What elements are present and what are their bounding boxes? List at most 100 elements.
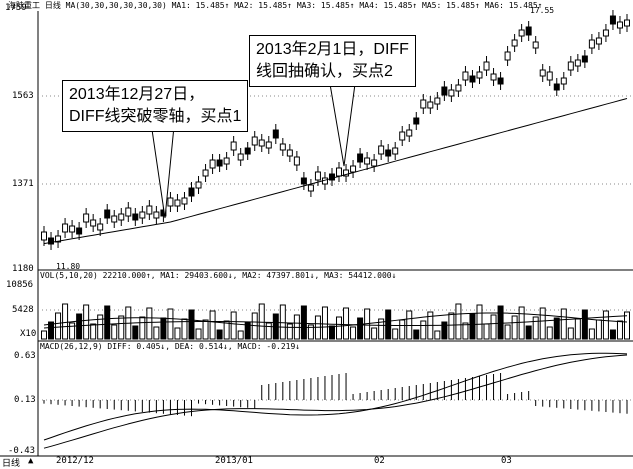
candle-body: [539, 69, 546, 77]
candle-body: [195, 181, 202, 189]
volume-bar: [300, 305, 307, 340]
candle-body: [427, 101, 434, 109]
price-tick-3: 1371: [12, 179, 34, 189]
candle-body: [216, 159, 223, 167]
candle-body: [230, 141, 237, 151]
volume-bar: [504, 324, 511, 340]
candle-body: [462, 71, 469, 81]
candle-body: [392, 147, 399, 155]
volume-bar: [41, 330, 47, 340]
candle-body: [300, 177, 307, 185]
callout-2-pointer: [329, 83, 356, 167]
volume-tick-3: X10: [20, 329, 37, 339]
candle-body: [174, 199, 181, 207]
candle-body: [469, 75, 476, 83]
candle-body: [244, 147, 251, 155]
volume-bar: [202, 319, 209, 340]
candle-body: [378, 145, 385, 155]
scroll-left-icon[interactable]: ▲: [28, 456, 34, 466]
candle-body: [132, 213, 139, 221]
volume-bar: [118, 315, 125, 340]
macd-legend: MACD(26,12,9) DIFF: 0.405↓, DEA: 0.514↓,…: [40, 342, 301, 351]
volume-bar: [286, 323, 293, 340]
low-marker: 11.80: [56, 262, 81, 271]
candle-body: [90, 219, 97, 227]
price-tick-top: 1759: [5, 3, 27, 13]
diff-line: [43, 352, 628, 441]
candle-body: [279, 143, 286, 151]
candle-body: [258, 139, 265, 147]
volume-bar: [378, 318, 385, 340]
candle-body: [567, 61, 574, 71]
volume-bar: [350, 326, 357, 340]
candle-body: [455, 84, 462, 92]
candle-body: [616, 21, 623, 29]
volume-bar: [560, 308, 567, 340]
volume-bar: [462, 322, 469, 340]
callout-buy-point-1: 2013年12月27日， DIFF线突破零轴，买点1: [62, 80, 249, 132]
volume-bar: [420, 320, 427, 340]
volume-bar: [97, 314, 104, 340]
price-legend: 海陆重工 日线 MA(30,30,30,30,30,30) MA1: 15.48…: [8, 1, 543, 10]
macd-tick-2: 0.13: [14, 395, 36, 405]
volume-bar: [69, 322, 76, 340]
candle-body: [286, 149, 293, 157]
candle-body: [413, 117, 420, 125]
candle-body: [406, 129, 413, 137]
candle-body: [511, 39, 518, 47]
callout-buy-point-2: 2013年2月1日，DIFF 线回抽确认，买点2: [249, 35, 416, 87]
volume-bar: [336, 316, 343, 340]
candle-body: [336, 167, 343, 177]
price-tick-bottom: 1180: [12, 264, 34, 274]
candle-body: [483, 61, 490, 71]
candle-body: [532, 41, 539, 49]
candle-body: [69, 225, 76, 233]
candle-body: [41, 231, 47, 241]
candle-body: [139, 211, 146, 219]
period-label[interactable]: 日线: [2, 459, 21, 469]
candle-body: [364, 157, 371, 165]
high-marker: 17.55: [530, 6, 555, 15]
volume-bar: [392, 328, 399, 340]
candle-body: [420, 99, 427, 109]
volume-bar: [518, 306, 525, 340]
volume-bar: [511, 315, 518, 340]
callout-buy-point-2-line2: 线回抽确认，买点2: [256, 63, 393, 80]
candle-body: [574, 59, 581, 67]
volume-bar: [55, 312, 62, 340]
volume-bar: [279, 304, 286, 340]
volume-bar: [525, 325, 532, 340]
volume-bar: [434, 330, 441, 340]
candle-body: [153, 211, 160, 219]
candle-body: [307, 184, 314, 192]
candle-body: [490, 73, 497, 81]
candle-body: [371, 159, 378, 167]
candle-body: [434, 97, 441, 105]
candle-body: [476, 71, 483, 79]
volume-ma-line: [43, 312, 628, 328]
candle-body: [181, 197, 188, 205]
volume-bar: [581, 309, 588, 340]
volume-bar: [546, 326, 553, 340]
volume-bar: [139, 316, 146, 340]
volume-bar: [195, 328, 202, 340]
volume-bar: [539, 307, 546, 340]
volume-tick-1: 10856: [6, 280, 34, 290]
volume-bar: [609, 329, 616, 340]
volume-bar: [104, 305, 111, 340]
volume-bar: [483, 323, 490, 340]
volume-bar: [413, 329, 420, 340]
volume-bar: [469, 313, 476, 340]
date-label-2: 2013/01: [215, 456, 253, 466]
candle-body: [504, 51, 511, 61]
volume-bar: [343, 307, 350, 340]
volume-bar: [624, 311, 630, 340]
volume-ma-line: [43, 315, 628, 329]
candle-body: [76, 227, 83, 235]
volume-bar: [406, 310, 413, 340]
volume-bar: [595, 319, 602, 340]
candle-body: [553, 83, 560, 91]
candle-body: [55, 235, 62, 243]
volume-bar: [371, 327, 378, 340]
